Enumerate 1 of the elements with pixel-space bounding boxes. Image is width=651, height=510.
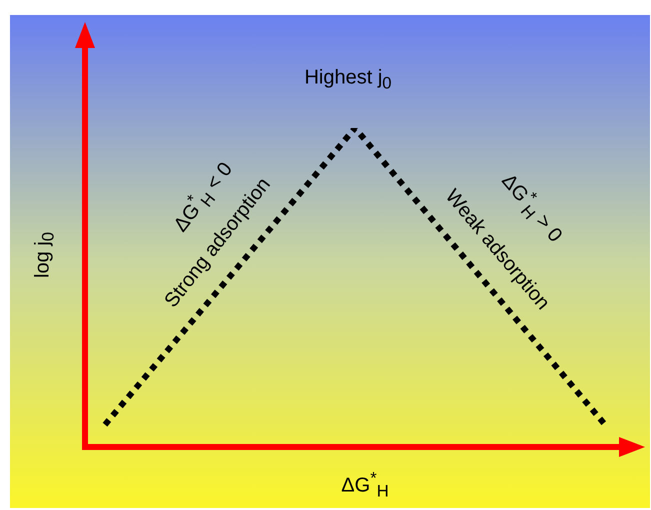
text: Highest j$_{0}$ [304, 66, 392, 94]
